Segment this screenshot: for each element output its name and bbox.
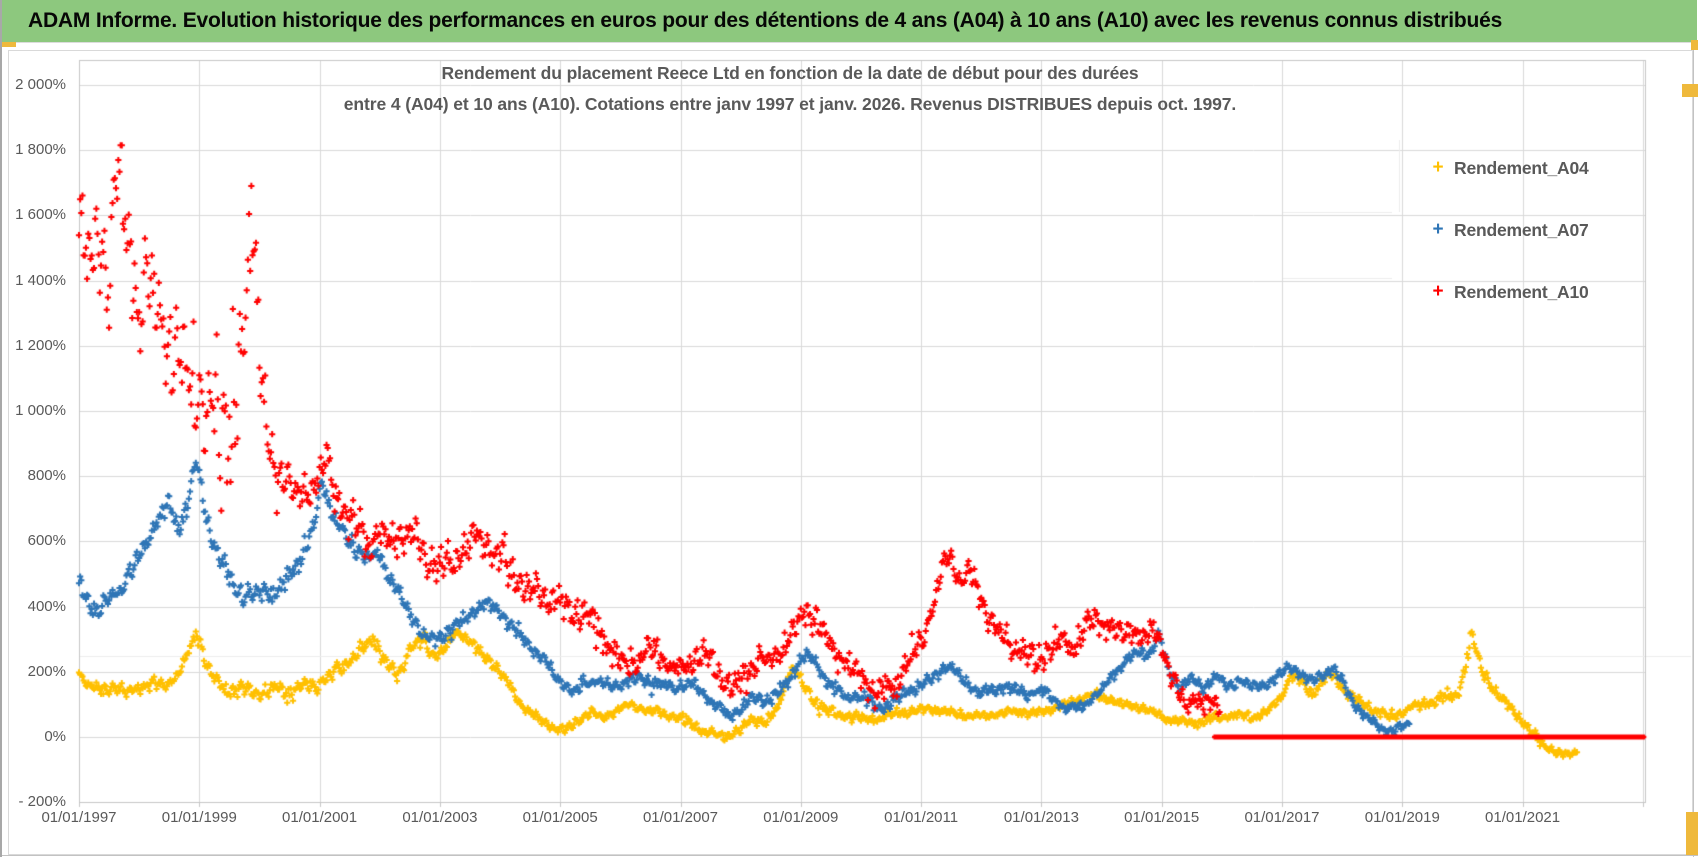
- y-tick-label: 0%: [44, 728, 66, 745]
- x-tick-label: 01/01/2017: [1244, 809, 1320, 826]
- y-tick-label: 400%: [27, 597, 66, 615]
- y-tick-label: 1 800%: [15, 141, 66, 159]
- x-tick-label: 01/01/2013: [1003, 809, 1079, 826]
- legend-label: Rendement_A10: [1454, 281, 1589, 302]
- header-bar: ADAM Informe. Evolution historique des p…: [2, 0, 1697, 43]
- plus-marker-icon: +: [1432, 157, 1444, 178]
- x-tick-label: 01/01/2011: [884, 809, 959, 826]
- x-tick-label: 01/01/2001: [282, 809, 358, 826]
- selection-corner-top-left: [2, 42, 16, 47]
- x-tick-label: 01/01/2009: [763, 809, 839, 826]
- legend-item-a10: + Rendement_A10: [1430, 281, 1589, 302]
- y-tick-label: 600%: [27, 532, 66, 550]
- x-tick-label: 01/01/1997: [41, 809, 117, 826]
- header-title: ADAM Informe. Evolution historique des p…: [28, 9, 1503, 32]
- legend-item-a07: + Rendement_A07: [1430, 219, 1589, 240]
- x-tick-label: 01/01/2021: [1485, 809, 1561, 826]
- y-tick-label: 800%: [27, 467, 66, 485]
- x-tick-label: 01/01/2015: [1124, 809, 1200, 826]
- x-tick-label: 01/01/2003: [402, 809, 478, 826]
- plus-marker-icon: +: [1432, 219, 1444, 240]
- legend-item-a04: + Rendement_A04: [1430, 157, 1589, 178]
- x-tick-label: 01/01/2005: [522, 809, 598, 826]
- y-tick-label: 200%: [27, 662, 66, 680]
- chart-title: Rendement du placement Reece Ltd en fonc…: [79, 58, 1501, 120]
- chart-title-line2: entre 4 (A04) et 10 ans (A10). Cotations…: [343, 94, 1237, 114]
- y-tick-label: 2 000%: [15, 76, 66, 93]
- legend: + Rendement_A04 + Rendement_A07 + Rendem…: [1430, 157, 1589, 344]
- x-tick-label: 01/01/2007: [642, 809, 719, 826]
- legend-label: Rendement_A07: [1454, 219, 1589, 240]
- legend-label: Rendement_A04: [1454, 157, 1589, 178]
- plus-marker-icon: +: [1432, 281, 1444, 302]
- selection-corner-top-right: [1691, 40, 1698, 50]
- y-tick-label: 1 000%: [15, 402, 66, 419]
- y-tick-label: - 200%: [18, 793, 66, 811]
- x-tick-label: 01/01/1999: [161, 809, 237, 826]
- y-tick-label: 1 600%: [15, 206, 66, 224]
- chart-title-line1: Rendement du placement Reece Ltd en fonc…: [441, 63, 1139, 83]
- y-tick-label: 1 200%: [15, 336, 66, 354]
- window-bottom-border: [2, 855, 1698, 856]
- selection-handle-right: [1682, 84, 1698, 97]
- x-tick-label: 01/01/2019: [1364, 809, 1440, 826]
- y-tick-label: 1 400%: [15, 271, 66, 289]
- selection-corner-bottom-right: [1686, 812, 1698, 855]
- window-right-border: [1693, 42, 1694, 857]
